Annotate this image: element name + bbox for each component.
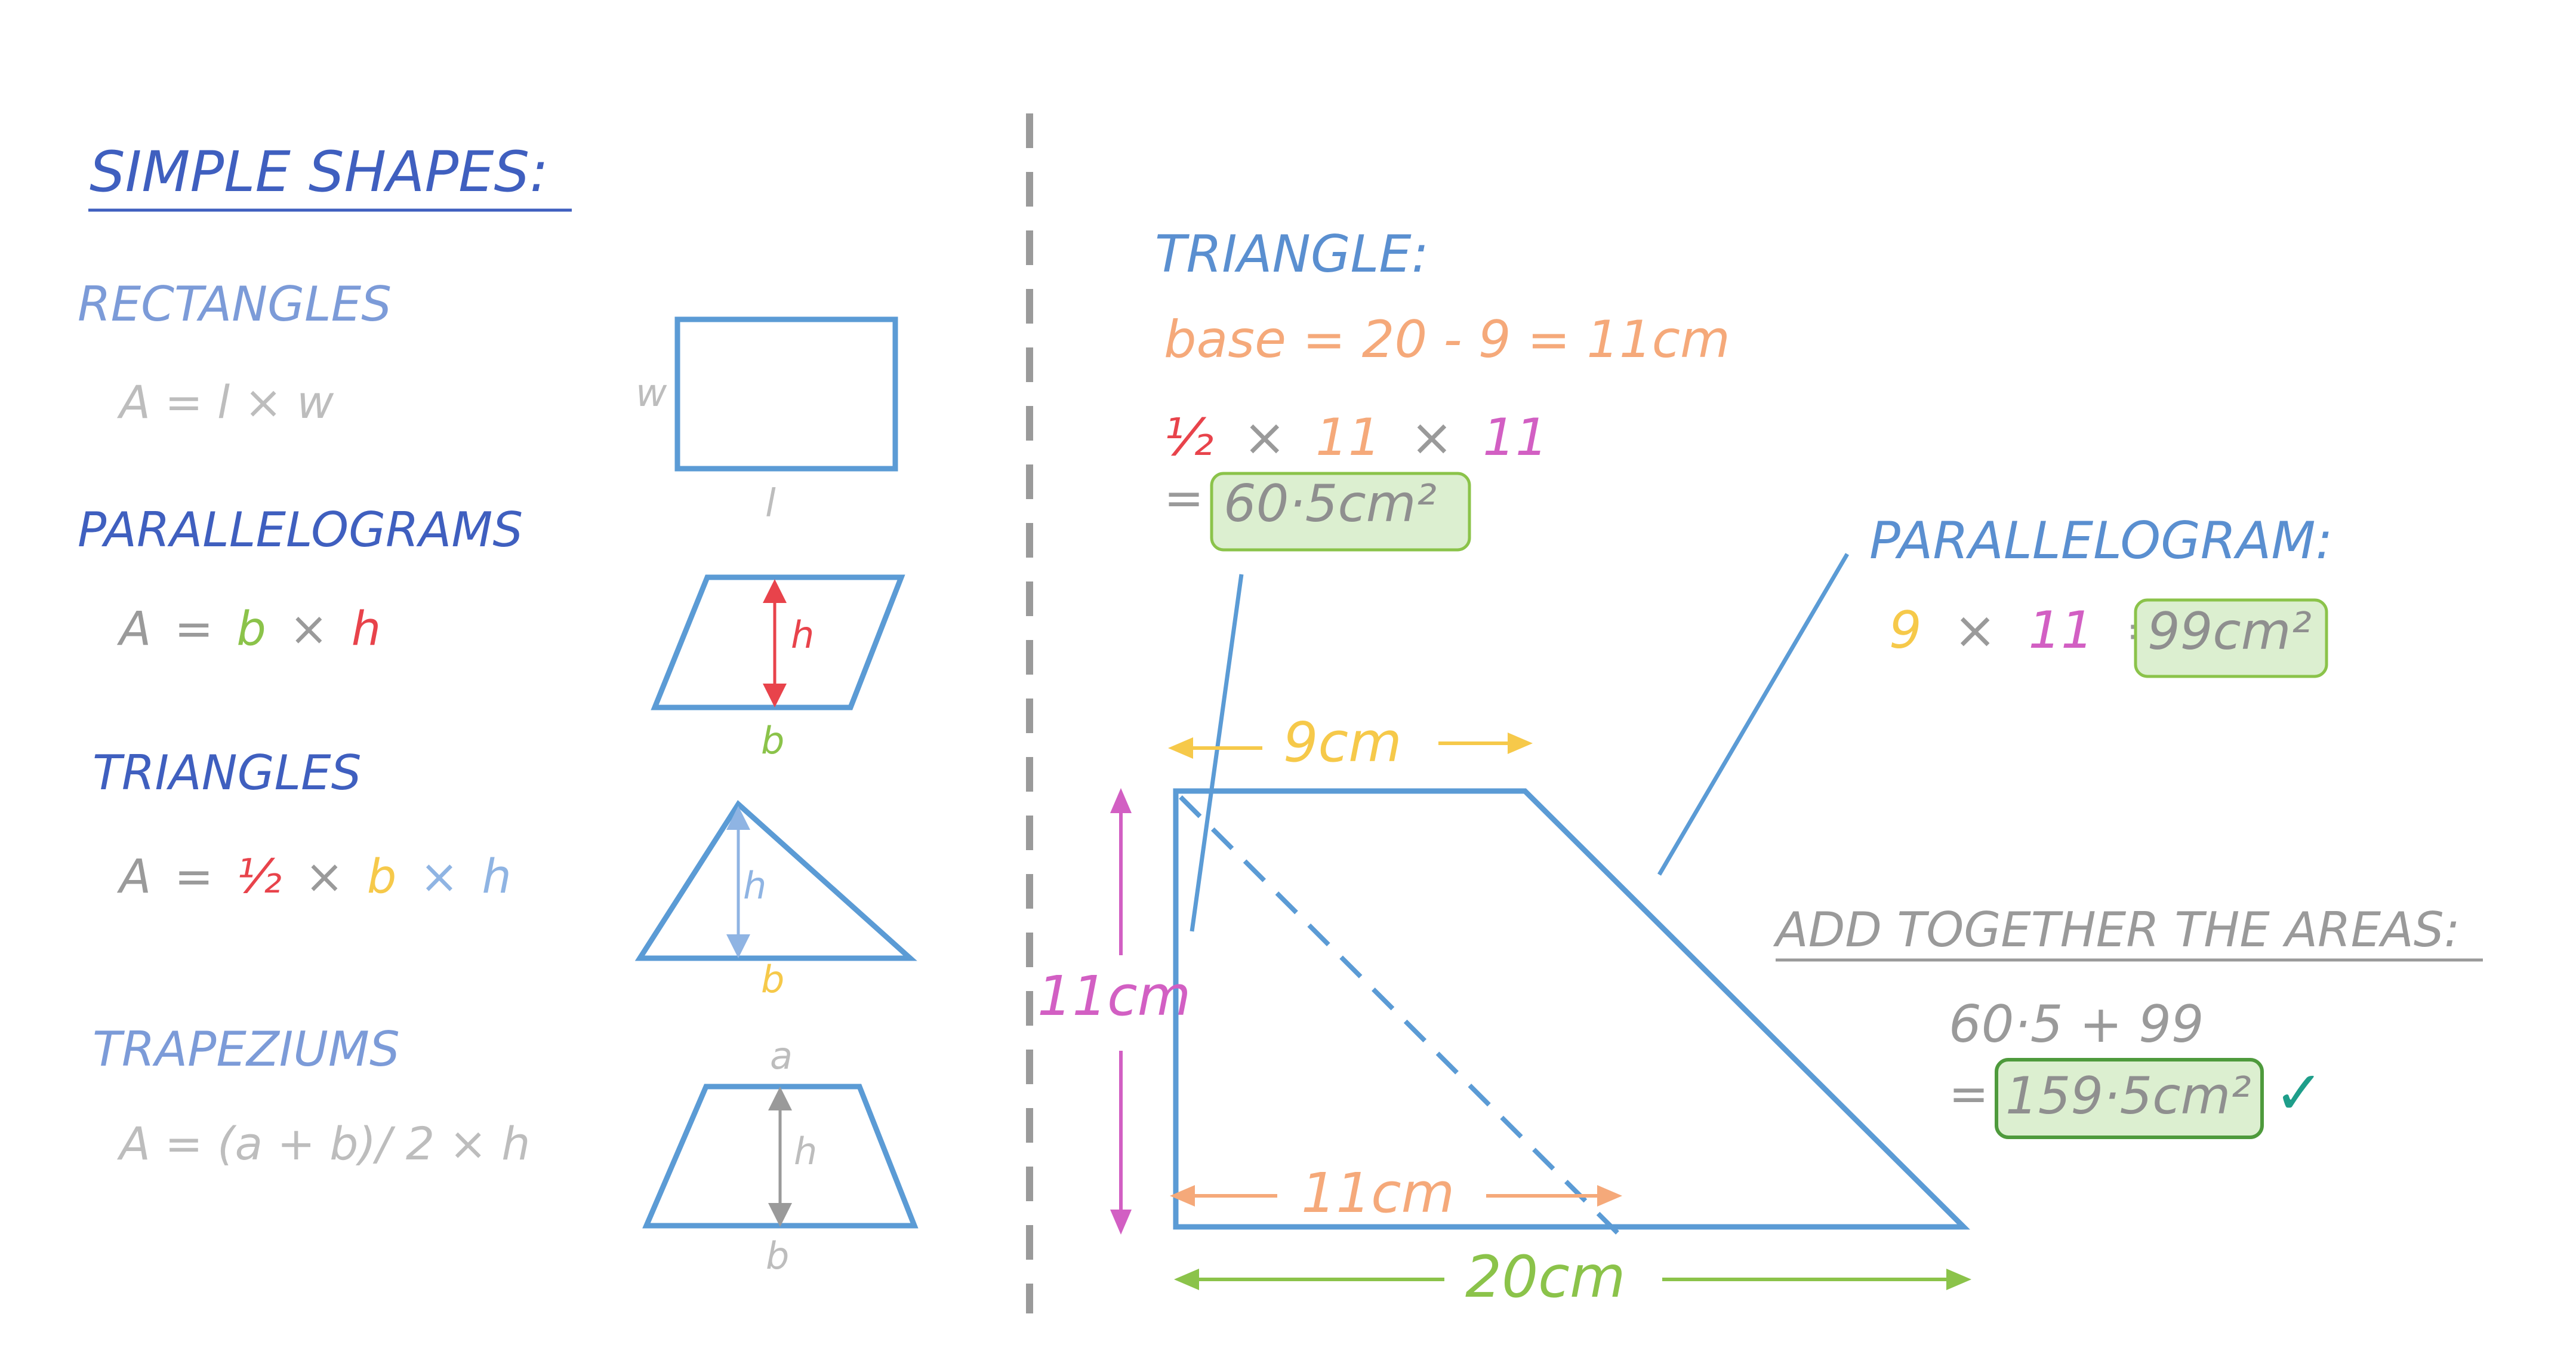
triangle-eq: =: [1164, 470, 1204, 526]
triangles-heading: TRIANGLES: [93, 745, 362, 801]
sum-result: 159·5cm²: [2005, 1066, 2251, 1126]
trapezium-label-b: b: [766, 1234, 789, 1278]
parallelogram-heading: PARALLELOGRAM:: [1869, 511, 2333, 571]
left-title: SIMPLE SHAPES:: [90, 140, 549, 205]
parallelogram-result-box: [2134, 598, 2328, 678]
parallelogram-label-h: h: [791, 613, 814, 657]
triangle-heading: TRIANGLE:: [1155, 224, 1429, 284]
sum-result-box: [1995, 1058, 2264, 1139]
dim-inner-label: 11cm: [1301, 1161, 1455, 1225]
triangle-shape: [634, 800, 917, 961]
triangle-result: 60·5cm²: [1224, 474, 1437, 534]
trapezium-formula: A = (a + b)/ 2 × h: [116, 1117, 530, 1170]
right-panel: TRIANGLE: base = 20 - 9 = 11cm ½ × 11 × …: [1037, 224, 2483, 1310]
dim-left-label: 11cm: [1037, 964, 1191, 1028]
trapezium-diagram-shape: [1173, 788, 1970, 1230]
parallelogram-pointer-line: [1657, 553, 1850, 876]
parallelograms-heading: PARALLELOGRAMS: [78, 502, 523, 558]
parallelogram-formula: A = b × h: [116, 602, 381, 656]
parallelogram-result: 99cm²: [2147, 602, 2312, 661]
triangle-base-line: base = 20 - 9 = 11cm: [1164, 310, 1730, 370]
sum-eq: =: [1949, 1066, 1989, 1122]
trapeziums-heading: TRAPEZIUMS: [93, 1021, 400, 1077]
sum-heading: ADD TOGETHER THE AREAS:: [1773, 902, 2460, 958]
triangle-label-h: h: [743, 864, 766, 907]
sum-line1: 60·5 + 99: [1949, 995, 2204, 1054]
triangle-result-box: [1210, 472, 1471, 552]
triangle-formula: A = ½ × b × h: [116, 850, 511, 904]
left-panel: SIMPLE SHAPES: RECTANGLES A = l × w w l …: [78, 140, 919, 1278]
triangle-calc: ½ × 11 × 11: [1164, 408, 1548, 467]
trapezium-label-a: a: [770, 1034, 793, 1078]
parallelogram-calc: 9 × 11 =: [1889, 601, 2168, 660]
parallelogram-label-b: b: [761, 719, 784, 762]
rectangle-label-l: l: [765, 482, 776, 526]
trapezium-shape: [642, 1084, 919, 1229]
trapezium-label-h: h: [794, 1130, 817, 1173]
trapezium-split-dashed-line: [1179, 795, 1619, 1235]
rectangle-label-w: w: [636, 371, 667, 416]
dim-top-label: 9cm: [1283, 710, 1402, 774]
check-icon: ✓: [2274, 1058, 2324, 1128]
rectangles-heading: RECTANGLES: [78, 276, 392, 332]
triangle-pointer-line: [1190, 574, 1244, 932]
rectangles-formula: A = l × w: [116, 376, 334, 429]
dim-total-label: 20cm: [1465, 1244, 1625, 1310]
rectangle-shape: [674, 316, 898, 472]
parallelogram-shape: [651, 574, 905, 710]
triangle-label-b: b: [761, 958, 784, 1001]
